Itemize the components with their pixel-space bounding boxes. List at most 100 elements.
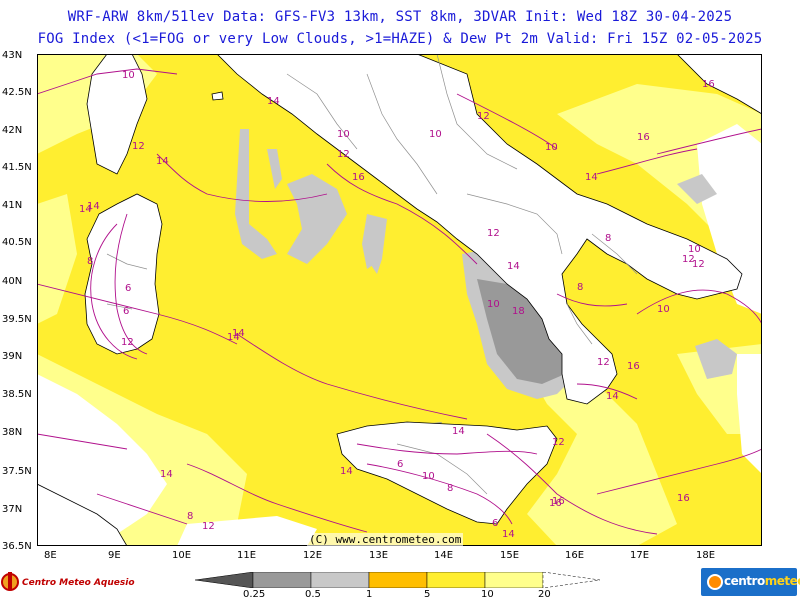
contour-label: 8 [187, 511, 193, 522]
dewpoint-contour-labels: 10 14 16 12 10 14 12 14 10 8 14 16 12 8 … [79, 70, 715, 540]
lat-label: 39N [2, 351, 23, 362]
contour-label: 14 [87, 201, 100, 212]
contour-label: 16 [549, 498, 562, 509]
colorbar-label: 20 [538, 589, 551, 600]
lat-label: 41N [2, 200, 23, 211]
colorbar-label: 5 [424, 589, 431, 600]
lon-label: 9E [108, 550, 121, 561]
contour-label: 8 [447, 483, 453, 494]
contour-label: 6 [492, 518, 498, 529]
contour-label: 10 [487, 299, 500, 310]
contour-label: 12 [477, 111, 490, 122]
weather-map: 10 14 16 12 10 14 12 14 10 8 14 16 12 8 … [37, 54, 762, 546]
contour-label: 6 [125, 283, 131, 294]
contour-label: 10 [337, 129, 350, 140]
contour-label: 16 [637, 132, 650, 143]
fog-index-above-20-areas [37, 124, 762, 546]
lon-label: 12E [303, 550, 323, 561]
lat-label: 38.5N [2, 389, 32, 400]
contour-label: 12 [202, 521, 215, 532]
contour-label: 10 [122, 70, 135, 81]
dewpoint-contours [37, 68, 762, 535]
lon-label: 17E [630, 550, 650, 561]
contour-label: 16 [677, 493, 690, 504]
colorbar-label: 1 [366, 589, 373, 600]
contour-label: 12 [337, 149, 350, 160]
lat-label: 40N [2, 276, 23, 287]
contour-label: 14 [585, 172, 598, 183]
map-title-line1: WRF-ARW 8km/51lev Data: GFS-FV3 13km, SS… [67, 9, 733, 25]
colorbar-segment-3 [368, 572, 428, 588]
right-logo-text-prefix: centro [724, 574, 765, 588]
contour-label: 14 [452, 426, 465, 437]
contour-label: 14 [502, 529, 515, 540]
copyright-text: (C) www.centrometeo.com [307, 533, 464, 546]
contour-label: 12 [132, 141, 145, 152]
colorbar [195, 572, 601, 588]
contour-label: 10 [429, 129, 442, 140]
contour-label: 14 [507, 261, 520, 272]
lon-label: 18E [696, 550, 716, 561]
contour-label: 14 [156, 156, 169, 167]
contour-label: 8 [87, 256, 93, 267]
contour-label: 12 [552, 437, 565, 448]
lat-label: 38N [2, 427, 23, 438]
lon-label: 16E [565, 550, 585, 561]
colorbar-label: 10 [481, 589, 494, 600]
right-logo-text: centrometeo [724, 574, 800, 588]
colorbar-segment-0 [195, 572, 254, 588]
colorbar-segment-4 [426, 572, 486, 588]
lat-label: 39.5N [2, 314, 32, 325]
colorbar-segment-2 [310, 572, 370, 588]
left-logo-text: Centro Meteo Aquesio [22, 578, 135, 588]
contour-label: 16 [352, 172, 365, 183]
lon-label: 11E [237, 550, 257, 561]
contour-label: 8 [577, 282, 583, 293]
map-title-line2: FOG Index (<1=FOG or very Low Clouds, >1… [37, 31, 763, 47]
lat-label: 40.5N [2, 237, 32, 248]
contour-label: 10 [657, 304, 670, 315]
lon-label: 14E [434, 550, 454, 561]
region-borders [106, 54, 638, 495]
contour-label: 6 [397, 459, 403, 470]
contour-label: 14 [606, 391, 619, 402]
lon-label: 15E [500, 550, 520, 561]
contour-label: 16 [702, 79, 715, 90]
contour-label: 16 [552, 496, 565, 507]
lon-label: 8E [44, 550, 57, 561]
colorbar-segment-1 [252, 572, 312, 588]
colorbar-segment-5 [484, 572, 544, 588]
contour-label: 18 [512, 306, 525, 317]
centro-meteo-aquesio-logo [1, 572, 19, 591]
contour-label: 14 [160, 469, 173, 480]
lat-label: 37.5N [2, 466, 32, 477]
contour-label: 12 [121, 337, 134, 348]
lon-label: 13E [369, 550, 389, 561]
lat-label: 43N [2, 50, 23, 61]
contour-label: 12 [487, 228, 500, 239]
contour-label: 12 [597, 357, 610, 368]
lat-label: 41.5N [2, 162, 32, 173]
contour-label: 14 [340, 466, 353, 477]
colorbar-label: 0.5 [305, 589, 321, 600]
contour-label: 10 [545, 142, 558, 153]
land-areas [37, 54, 762, 546]
contour-label: 10 [422, 471, 435, 482]
contour-label: 8 [605, 233, 611, 244]
centrometeo-logo [701, 568, 797, 596]
contour-label: 12 [692, 259, 705, 270]
colorbar-label: 0.25 [243, 589, 266, 600]
contour-label: 10 [688, 244, 701, 255]
right-logo-text-suffix: meteo [764, 574, 800, 588]
lon-label: 10E [172, 550, 192, 561]
contour-label: 14 [79, 204, 92, 215]
contour-label: 14 [227, 332, 240, 343]
sun-icon [707, 574, 723, 590]
contour-label: 14 [232, 328, 245, 339]
contour-label: 12 [682, 254, 695, 265]
lat-label: 36.5N [2, 541, 32, 552]
lat-label: 37N [2, 504, 23, 515]
lat-label: 42N [2, 125, 23, 136]
colorbar-segment-6 [542, 572, 601, 588]
contour-label: 14 [267, 96, 280, 107]
